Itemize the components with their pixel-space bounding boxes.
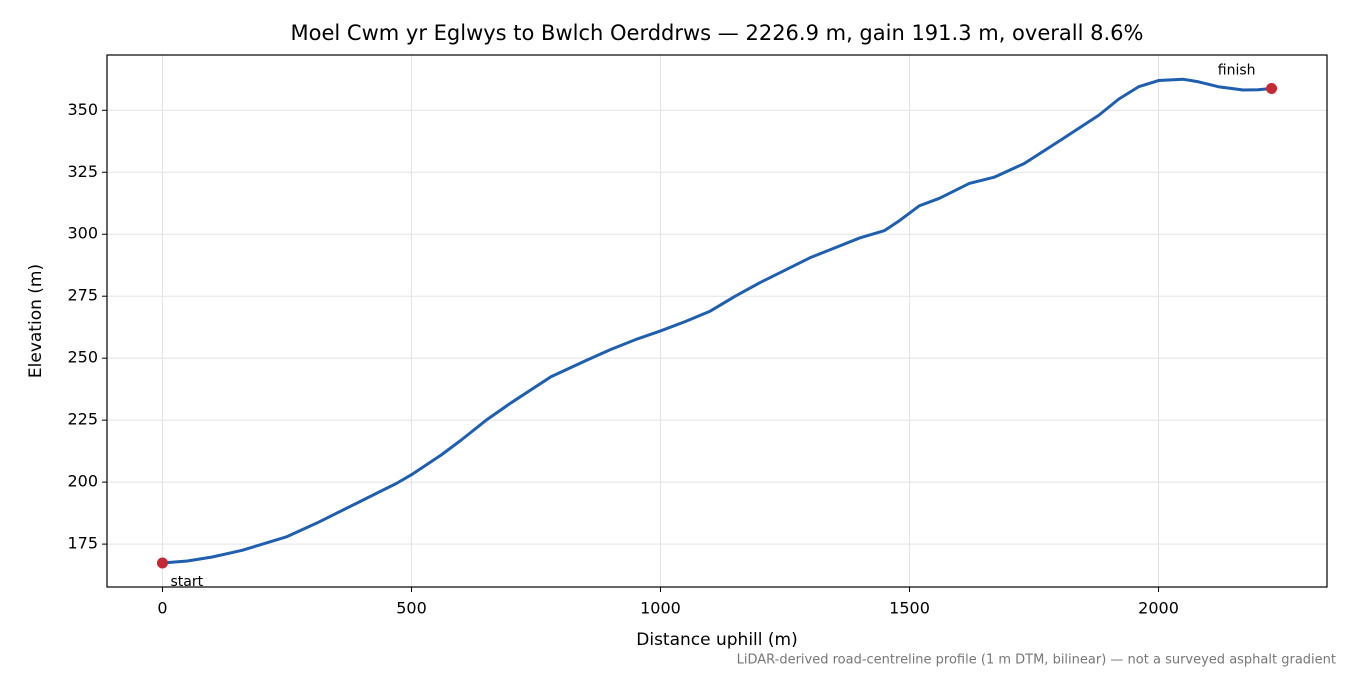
y-tick-label: 175 xyxy=(67,534,98,553)
x-tick-label: 0 xyxy=(157,599,167,618)
endpoint-marker xyxy=(156,557,168,569)
endpoint-marker xyxy=(1266,82,1278,94)
chart-title: Moel Cwm yr Eglwys to Bwlch Oerddrws — 2… xyxy=(291,21,1144,45)
endpoint-label: start xyxy=(170,574,203,590)
y-tick-label: 250 xyxy=(67,348,98,367)
y-tick-label: 225 xyxy=(67,410,98,429)
x-tick-label: 2000 xyxy=(1138,599,1179,618)
x-tick-label: 1000 xyxy=(640,599,681,618)
y-tick-label: 325 xyxy=(67,162,98,181)
endpoint-label: finish xyxy=(1218,62,1256,78)
x-tick-label: 1500 xyxy=(889,599,930,618)
x-axis-label: Distance uphill (m) xyxy=(636,630,797,650)
y-tick-label: 300 xyxy=(67,224,98,243)
elevation-line xyxy=(162,77,1272,565)
plot-frame xyxy=(106,54,1328,588)
y-axis-label: Elevation (m) xyxy=(26,264,46,378)
x-tick-label: 500 xyxy=(396,599,427,618)
y-tick-label: 275 xyxy=(67,286,98,305)
y-tick-label: 200 xyxy=(67,472,98,491)
footnote: LiDAR-derived road-centreline profile (1… xyxy=(737,653,1336,668)
y-tick-label: 350 xyxy=(67,100,98,119)
